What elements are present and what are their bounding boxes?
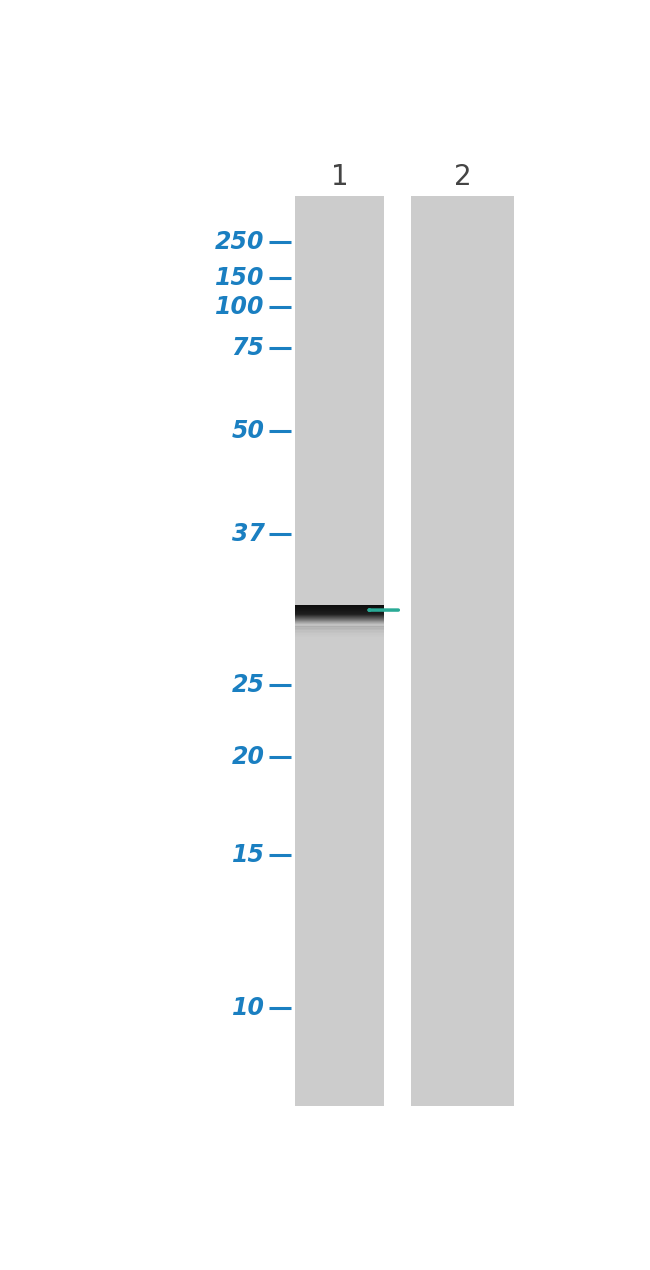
- Bar: [295, 622, 384, 624]
- Bar: [295, 610, 384, 611]
- Bar: [295, 616, 384, 617]
- Bar: [295, 631, 384, 632]
- Bar: [295, 616, 384, 617]
- Text: 15: 15: [231, 842, 265, 866]
- Bar: [295, 624, 384, 625]
- Bar: [295, 610, 384, 611]
- Bar: [295, 613, 384, 615]
- Text: 25: 25: [231, 673, 265, 697]
- Bar: [295, 615, 384, 616]
- Text: 1: 1: [331, 163, 348, 190]
- Bar: [295, 616, 384, 617]
- Bar: [295, 631, 384, 634]
- Bar: [295, 627, 384, 629]
- Bar: [295, 608, 384, 610]
- Bar: [295, 622, 384, 624]
- Bar: [295, 617, 384, 618]
- Bar: [295, 621, 384, 622]
- Bar: [295, 615, 384, 616]
- Bar: [295, 607, 384, 608]
- Bar: [295, 630, 384, 631]
- Bar: [295, 613, 384, 615]
- Bar: [295, 634, 384, 636]
- Bar: [295, 621, 384, 622]
- Bar: [295, 611, 384, 613]
- Bar: [295, 618, 384, 620]
- Bar: [295, 611, 384, 612]
- Text: 37: 37: [231, 522, 265, 546]
- Bar: [295, 629, 384, 630]
- Bar: [295, 613, 384, 615]
- Bar: [295, 632, 384, 634]
- Bar: [295, 620, 384, 621]
- Bar: [295, 620, 384, 621]
- Bar: [295, 618, 384, 620]
- Bar: [295, 608, 384, 610]
- Bar: [295, 631, 384, 632]
- Bar: [295, 624, 384, 625]
- Bar: [295, 634, 384, 635]
- Bar: [295, 632, 384, 635]
- Bar: [295, 618, 384, 620]
- Text: 100: 100: [215, 295, 265, 319]
- Bar: [295, 621, 384, 622]
- Bar: [295, 615, 384, 616]
- Bar: [295, 625, 384, 626]
- Bar: [295, 607, 384, 608]
- Bar: [295, 611, 384, 612]
- Bar: [295, 625, 384, 627]
- Bar: [295, 620, 384, 621]
- Bar: [295, 624, 384, 625]
- Bar: [295, 608, 384, 610]
- Bar: [295, 607, 384, 608]
- Bar: [295, 617, 384, 618]
- Bar: [295, 606, 384, 607]
- Text: 10: 10: [231, 996, 265, 1020]
- Bar: [295, 606, 384, 607]
- Bar: [295, 622, 384, 624]
- Bar: [295, 621, 384, 622]
- Bar: [295, 635, 384, 636]
- Text: 2: 2: [454, 163, 472, 190]
- Text: 50: 50: [231, 419, 265, 443]
- Bar: [295, 635, 384, 636]
- Bar: [295, 625, 384, 626]
- Bar: [295, 612, 384, 613]
- Bar: [295, 626, 384, 629]
- Bar: [295, 606, 384, 607]
- Bar: [295, 197, 384, 1106]
- Text: 20: 20: [231, 744, 265, 768]
- Bar: [295, 606, 384, 607]
- Bar: [295, 630, 384, 631]
- Bar: [295, 636, 384, 638]
- Bar: [295, 613, 384, 615]
- Bar: [295, 615, 384, 616]
- Text: 75: 75: [231, 337, 265, 359]
- Bar: [295, 607, 384, 608]
- Bar: [295, 626, 384, 627]
- Text: 250: 250: [215, 230, 265, 254]
- Bar: [295, 610, 384, 611]
- Bar: [295, 612, 384, 613]
- Bar: [295, 627, 384, 629]
- Bar: [295, 617, 384, 618]
- Bar: [295, 617, 384, 618]
- Bar: [295, 610, 384, 611]
- Bar: [295, 612, 384, 613]
- Bar: [295, 616, 384, 617]
- Bar: [295, 624, 384, 625]
- Bar: [295, 618, 384, 620]
- Bar: [295, 608, 384, 610]
- Bar: [295, 622, 384, 624]
- Text: 150: 150: [215, 265, 265, 290]
- Bar: [411, 197, 515, 1106]
- Bar: [295, 620, 384, 621]
- Bar: [295, 629, 384, 630]
- Bar: [295, 611, 384, 612]
